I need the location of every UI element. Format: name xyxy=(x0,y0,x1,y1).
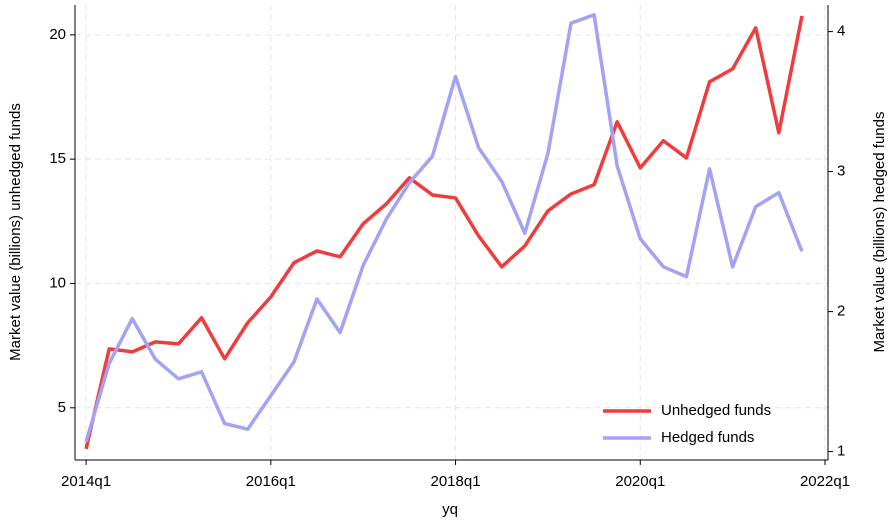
y-tick-label: 10 xyxy=(49,274,66,291)
y-tick-label: 15 xyxy=(49,150,66,167)
x-tick-label: 2018q1 xyxy=(431,473,481,490)
y2-tick-label: 4 xyxy=(837,23,845,40)
x-tick-label: 2022q1 xyxy=(800,473,850,490)
x-axis-title: yq xyxy=(442,501,458,518)
x-tick-label: 2014q1 xyxy=(61,473,111,490)
legend-label: Hedged funds xyxy=(661,429,754,446)
series-line xyxy=(84,15,804,450)
y-tick-label: 5 xyxy=(58,399,66,416)
series-line xyxy=(84,13,804,443)
y2-tick-label: 1 xyxy=(837,443,845,460)
y2-tick-label: 2 xyxy=(837,303,845,320)
x-tick-label: 2020q1 xyxy=(615,473,665,490)
x-tick-label: 2016q1 xyxy=(246,473,296,490)
y-tick-label: 20 xyxy=(49,26,66,43)
y2-tick-label: 3 xyxy=(837,163,845,180)
y2-axis-title: Market value (billions) hedged funds xyxy=(871,112,888,353)
y-axis-title: Market value (billions) unhedged funds xyxy=(7,103,24,361)
legend-label: Unhedged funds xyxy=(661,402,771,419)
